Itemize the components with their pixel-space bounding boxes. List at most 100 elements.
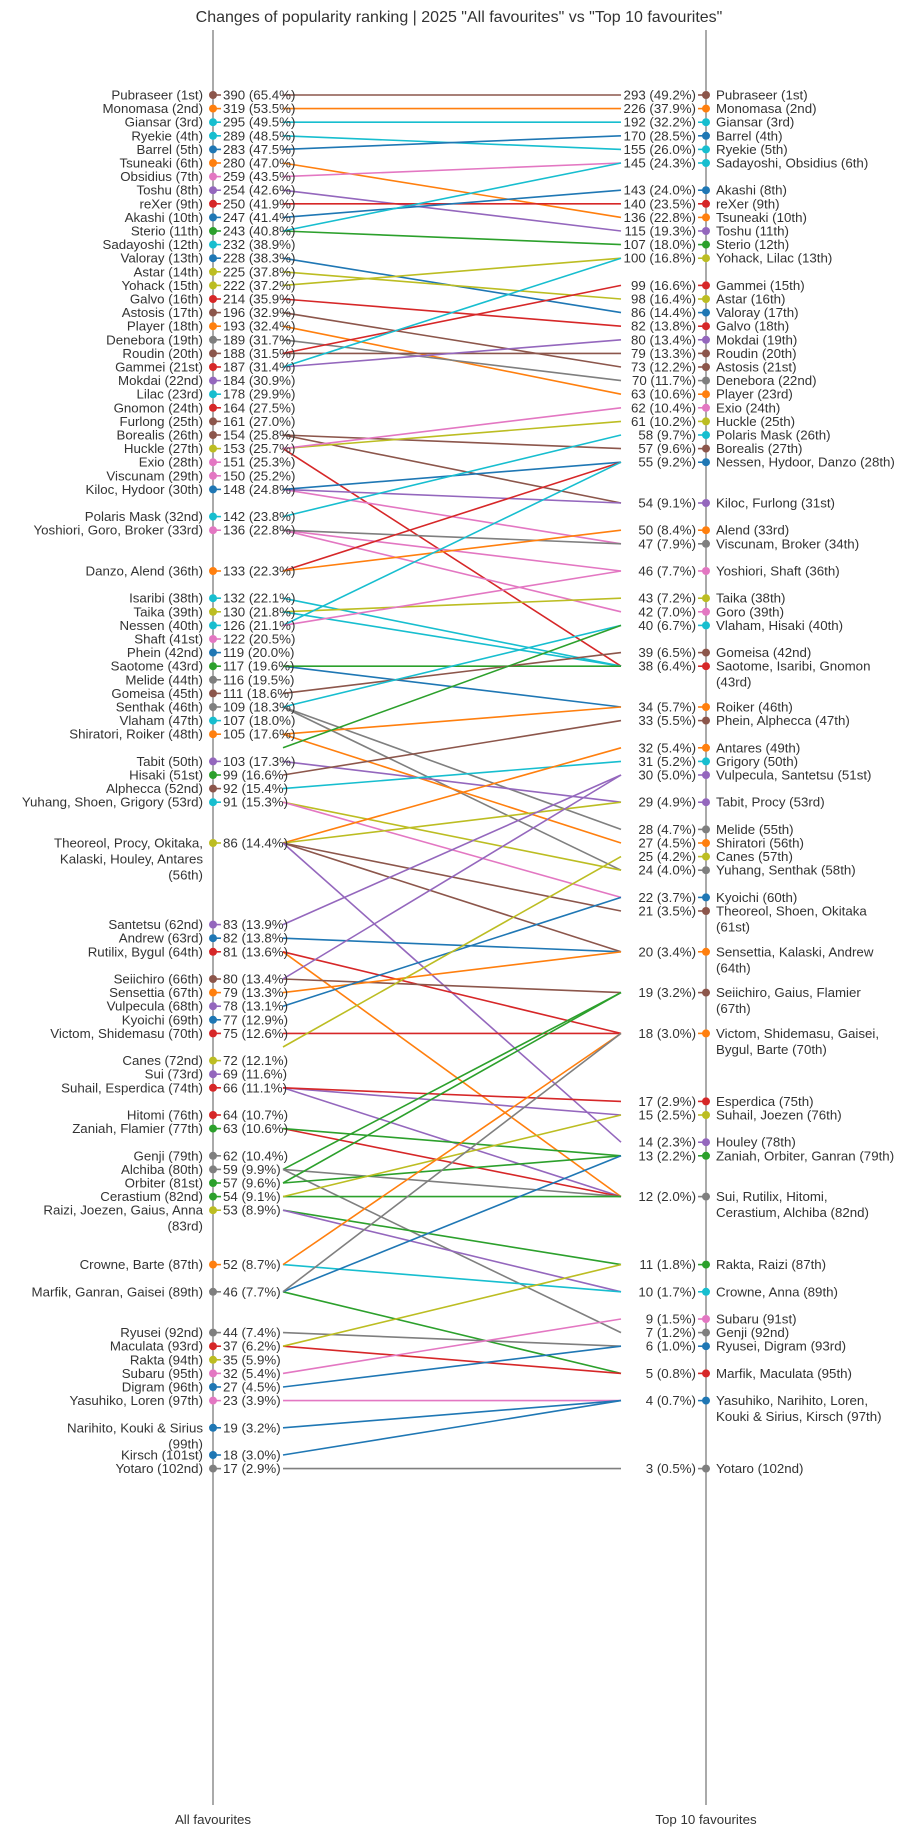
left-row: 82 (13.8%) Andrew (63rd) bbox=[119, 931, 288, 946]
point-marker bbox=[209, 295, 217, 303]
name-label: Andrew (63rd) bbox=[119, 931, 203, 946]
point-marker bbox=[209, 363, 217, 371]
left-row: 54 (9.1%) Cerastium (82nd) bbox=[100, 1189, 280, 1204]
value-label: 57 (9.6%) bbox=[223, 1176, 281, 1191]
value-label: 222 (37.2%) bbox=[223, 278, 295, 293]
value-label: 13 (2.2%) bbox=[638, 1148, 696, 1163]
name-label: Roudin (20th) bbox=[122, 346, 203, 361]
value-label: 27 (4.5%) bbox=[223, 1380, 281, 1395]
value-label: 7 (1.2%) bbox=[646, 1325, 696, 1340]
point-marker bbox=[209, 1179, 217, 1187]
point-marker bbox=[702, 893, 710, 902]
name-line: Lilac (23rd) bbox=[136, 387, 203, 402]
name-label: reXer (9th) bbox=[139, 196, 203, 211]
point-marker bbox=[702, 281, 710, 290]
name-label: Giansar (3rd) bbox=[125, 115, 203, 130]
value-label: 184 (30.9%) bbox=[223, 373, 295, 388]
point-marker bbox=[702, 594, 710, 603]
link-mokdai bbox=[282, 339, 622, 368]
point-marker bbox=[209, 199, 217, 208]
name-label: Rakta, Raizi (87th) bbox=[716, 1257, 826, 1272]
point-marker bbox=[702, 213, 710, 222]
name-line: Galvo (18th) bbox=[716, 319, 789, 334]
value-label: 66 (11.1%) bbox=[223, 1080, 287, 1095]
point-marker bbox=[209, 1464, 217, 1473]
left-row: 46 (7.7%) Marfik, Ganran, Gaisei (89th) bbox=[32, 1284, 281, 1299]
point-marker bbox=[209, 308, 217, 317]
name-line: Tsuneaki (6th) bbox=[119, 156, 203, 171]
right-row: 4 (0.7%) Yasuhiko, Narihito, Loren, Kouki … bbox=[646, 1393, 882, 1424]
name-line: Furlong (25th) bbox=[119, 414, 203, 429]
name-line: Sterio (12th) bbox=[716, 237, 789, 252]
name-line: Canes (72nd) bbox=[122, 1053, 203, 1068]
value-label: 390 (65.4%) bbox=[223, 88, 295, 103]
value-label: 109 (18.3%) bbox=[223, 700, 295, 715]
name-line: reXer (9th) bbox=[716, 196, 780, 211]
point-marker bbox=[209, 1260, 217, 1269]
point-marker bbox=[702, 757, 710, 766]
name-line: Giansar (3rd) bbox=[125, 115, 203, 130]
left-row: 153 (25.7%) Huckle (27th) bbox=[124, 441, 296, 456]
point-marker bbox=[702, 458, 710, 467]
name-label: Seiichiro, Gaius, Flamier (67th) bbox=[716, 985, 861, 1016]
left-row: 222 (37.2%) Yohack (15th) bbox=[121, 278, 295, 293]
left-row: 280 (47.0%) Tsuneaki (6th) bbox=[119, 156, 295, 171]
name-line: Saotome (43rd) bbox=[111, 659, 203, 674]
name-line: Canes (57th) bbox=[716, 849, 793, 864]
left-row: 105 (17.6%) Shiratori, Roiker (48th) bbox=[69, 727, 295, 742]
point-marker bbox=[209, 757, 217, 766]
name-line: Tabit, Procy (53rd) bbox=[716, 795, 825, 810]
name-line: Pubraseer (1st) bbox=[716, 88, 808, 103]
name-line: Ryusei (92nd) bbox=[120, 1325, 203, 1340]
value-label: 25 (4.2%) bbox=[638, 849, 696, 864]
name-line: Crowne, Barte (87th) bbox=[80, 1257, 203, 1272]
name-label: Denebora (19th) bbox=[106, 332, 203, 347]
point-marker bbox=[209, 975, 217, 983]
name-label: Orbiter (81st) bbox=[125, 1176, 203, 1191]
left-row: 164 (27.5%) Gnomon (24th) bbox=[114, 400, 296, 415]
point-marker bbox=[209, 512, 217, 521]
point-marker bbox=[209, 118, 217, 127]
value-label: 38 (6.4%) bbox=[638, 659, 696, 674]
value-label: 73 (12.2%) bbox=[631, 360, 696, 375]
name-line: Viscunam, Broker (34th) bbox=[716, 536, 859, 551]
name-line: Denebora (19th) bbox=[106, 332, 203, 347]
name-label: Theoreol, Shoen, Okitaka (61st) bbox=[716, 904, 867, 935]
name-label: Vlaham (47th) bbox=[119, 713, 203, 728]
left-row: 18 (3.0%) Kirsch (101st) bbox=[121, 1448, 281, 1463]
link-danzo bbox=[282, 461, 622, 572]
value-label: 11 (1.8%) bbox=[639, 1257, 696, 1272]
right-row: 47 (7.9%) Viscunam, Broker (34th) bbox=[638, 536, 859, 551]
link-gnomon bbox=[282, 447, 622, 667]
point-marker bbox=[209, 1355, 217, 1364]
name-line: Rakta, Raizi (87th) bbox=[716, 1257, 826, 1272]
link-broker bbox=[282, 529, 622, 545]
left-row: 154 (25.8%) Borealis (26th) bbox=[117, 428, 296, 443]
right-row: 98 (16.4%) Astar (16th) bbox=[631, 292, 786, 307]
name-label: Isaribi (38th) bbox=[129, 591, 203, 606]
name-line: Mokdai (19th) bbox=[716, 332, 797, 347]
point-marker bbox=[702, 159, 710, 167]
left-row: 63 (10.6%) Zaniah, Flamier (77th) bbox=[72, 1121, 288, 1136]
right-row: 79 (13.3%) Roudin (20th) bbox=[631, 346, 797, 361]
point-marker bbox=[209, 1015, 217, 1024]
value-label: 20 (3.4%) bbox=[638, 944, 696, 959]
left-row: 69 (11.6%) Sui (73rd) bbox=[145, 1067, 287, 1082]
point-marker bbox=[209, 988, 217, 997]
point-marker bbox=[209, 675, 217, 684]
name-label: Alend (33rd) bbox=[716, 523, 789, 538]
point-marker bbox=[702, 839, 710, 847]
name-label: Astosis (21st) bbox=[716, 360, 797, 375]
right-row: 143 (24.0%) Akashi (8th) bbox=[624, 183, 787, 198]
point-marker bbox=[702, 308, 710, 317]
point-marker bbox=[702, 1260, 710, 1269]
name-label: reXer (9th) bbox=[716, 196, 780, 211]
value-label: 54 (9.1%) bbox=[638, 496, 696, 511]
link-taika bbox=[282, 597, 622, 613]
name-line: Barrel (4th) bbox=[716, 128, 783, 143]
right-row: 70 (11.7%) Denebora (22nd) bbox=[632, 373, 817, 388]
point-marker bbox=[209, 281, 217, 290]
point-marker bbox=[209, 784, 217, 793]
name-label: Sensettia, Kalaski, Andrew (64th) bbox=[716, 944, 874, 975]
value-label: 170 (28.5%) bbox=[624, 128, 696, 143]
